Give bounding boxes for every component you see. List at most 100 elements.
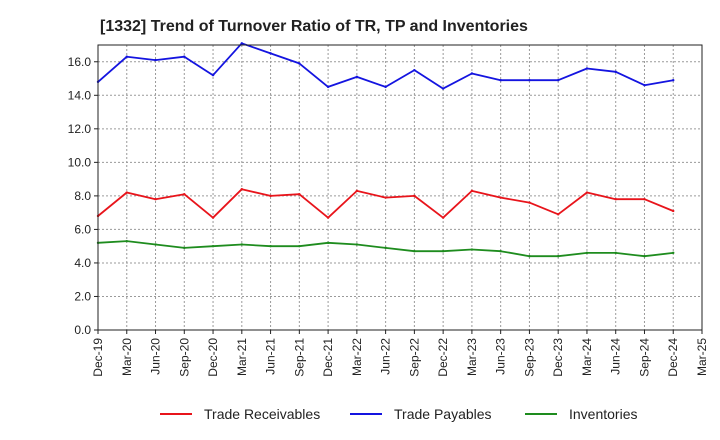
y-axis: 0.0 2.0 4.0 6.0 8.0 10.0 12.0 14.0 16.0	[68, 55, 98, 337]
data-point	[211, 244, 215, 248]
x-tick-label: Mar-21	[235, 338, 249, 376]
x-tick-label: Jun-24	[609, 338, 623, 375]
chart-title: [1332] Trend of Turnover Ratio of TR, TP…	[100, 18, 528, 35]
data-point	[643, 255, 646, 258]
data-point	[240, 243, 244, 246]
data-point	[672, 251, 675, 255]
data-point	[355, 189, 359, 193]
x-tick-label: Mar-20	[120, 338, 134, 376]
data-point	[125, 55, 128, 58]
x-tick-label: Mar-22	[350, 338, 364, 376]
data-point	[326, 85, 330, 89]
x-tick-label: Sep-23	[522, 338, 536, 377]
data-point	[326, 241, 330, 245]
y-tick-label: 12.0	[68, 122, 92, 136]
data-point	[183, 193, 186, 196]
x-tick-label: Dec-21	[321, 338, 335, 377]
x-tick-label: Dec-23	[551, 338, 565, 377]
data-point	[154, 58, 157, 62]
data-point	[154, 198, 157, 201]
x-tick-label: Dec-22	[436, 338, 450, 377]
x-tick-label: Sep-20	[177, 338, 191, 377]
data-point	[269, 194, 272, 198]
data-point	[528, 201, 531, 204]
data-point	[240, 187, 244, 191]
data-point	[470, 189, 474, 193]
data-point	[384, 196, 387, 199]
data-point	[355, 75, 359, 79]
data-point	[413, 250, 416, 253]
x-tick-label: Mar-25	[695, 338, 709, 376]
data-point	[441, 87, 445, 90]
plot-border	[97, 44, 703, 331]
data-point	[614, 70, 617, 74]
data-point	[211, 216, 215, 219]
gridlines	[97, 45, 703, 331]
y-tick-label: 10.0	[68, 155, 92, 169]
x-tick-label: Mar-23	[465, 338, 479, 376]
x-tick-label: Jun-20	[149, 338, 163, 375]
x-tick-label: Jun-21	[264, 338, 278, 375]
data-point	[614, 198, 617, 201]
data-point	[269, 52, 272, 55]
data-point	[413, 194, 416, 198]
data-point	[211, 73, 215, 77]
y-tick-label: 8.0	[74, 189, 91, 203]
y-tick-label: 2.0	[74, 289, 91, 303]
data-point	[384, 246, 387, 250]
x-tick-label: Jun-22	[379, 338, 393, 375]
y-tick-label: 6.0	[74, 222, 91, 236]
legend-label: Trade Receivables	[204, 406, 320, 422]
x-tick-label: Sep-24	[637, 338, 651, 377]
data-point	[556, 213, 560, 216]
data-point	[499, 250, 502, 253]
data-point	[672, 79, 675, 82]
legend-label: Trade Payables	[394, 406, 492, 422]
legend-label: Inventories	[569, 406, 637, 422]
data-point	[183, 55, 186, 58]
data-point	[585, 251, 589, 255]
data-point	[499, 196, 502, 199]
data-point	[470, 248, 474, 251]
legend: Trade Receivables Trade Payables Inventori…	[160, 406, 637, 422]
data-point	[269, 244, 272, 248]
data-point	[183, 246, 186, 250]
x-tick-label: Sep-22	[407, 338, 421, 377]
x-tick-label: Dec-24	[666, 338, 680, 377]
x-tick-label: Dec-19	[91, 338, 105, 377]
x-tick-label: Mar-24	[580, 338, 594, 376]
data-point	[556, 79, 560, 82]
data-point	[585, 191, 589, 194]
data-point	[441, 250, 445, 253]
data-point	[125, 239, 128, 243]
data-point	[413, 68, 416, 72]
y-tick-label: 4.0	[74, 256, 91, 270]
y-tick-label: 14.0	[68, 88, 92, 102]
data-point	[643, 84, 646, 87]
data-point	[556, 255, 560, 258]
data-point	[298, 244, 301, 248]
y-tick-label: 16.0	[68, 55, 92, 69]
plot-area	[98, 45, 702, 330]
x-tick-label: Jun-23	[494, 338, 508, 375]
data-point	[470, 72, 474, 75]
data-point	[643, 198, 646, 201]
data-point	[298, 62, 301, 65]
data-point	[528, 255, 531, 258]
data-point	[326, 216, 330, 219]
data-point	[614, 251, 617, 255]
data-point	[528, 79, 531, 82]
data-point	[441, 216, 445, 219]
data-point	[154, 243, 157, 246]
x-tick-label: Sep-21	[292, 338, 306, 377]
data-point	[585, 67, 589, 70]
series-lines	[96, 42, 675, 258]
data-point	[125, 191, 128, 194]
data-point	[298, 193, 301, 196]
data-point	[672, 209, 675, 213]
data-point	[499, 79, 502, 82]
data-point	[240, 42, 244, 45]
data-point	[384, 85, 387, 89]
y-tick-label: 0.0	[74, 323, 91, 337]
